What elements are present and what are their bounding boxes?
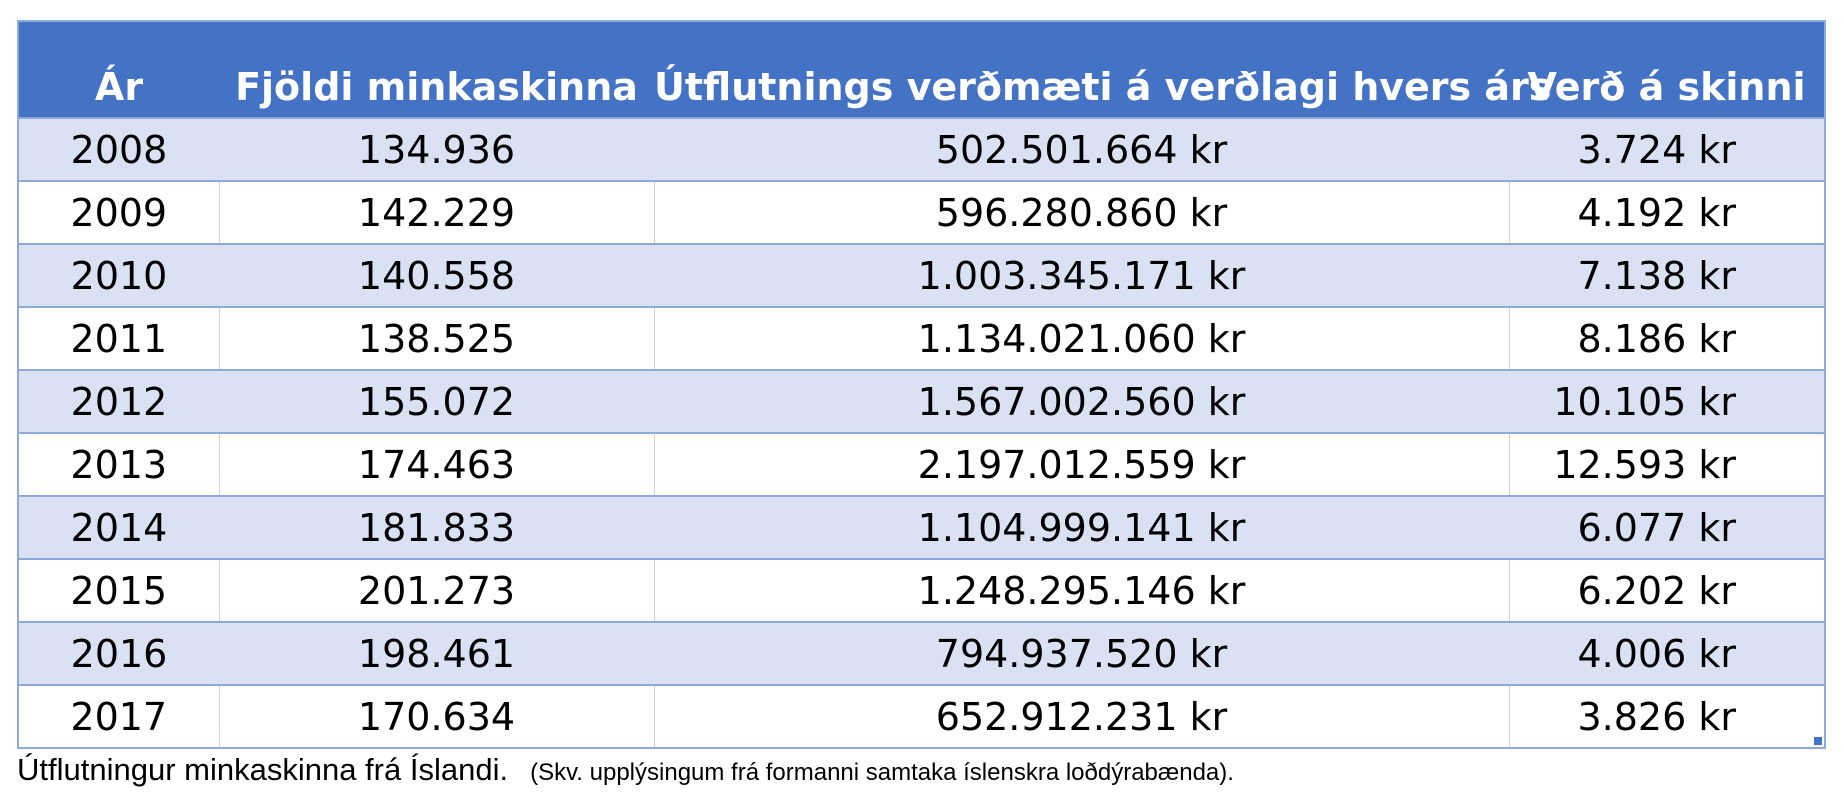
cell-export-value: 1.248.295.146 kr <box>653 559 1509 623</box>
cell-count: 170.634 <box>218 685 654 747</box>
caption-title: Útflutningur minkaskinna frá Íslandi. <box>17 752 509 787</box>
table-row: 2013 174.463 2.197.012.559 kr 12.593 kr <box>19 433 1824 497</box>
cell-export-value: 794.937.520 kr <box>654 622 1509 686</box>
cell-export-value: 1.003.345.171 kr <box>654 244 1509 308</box>
cell-count: 138.525 <box>218 307 654 371</box>
table-row: 2008 134.936 502.501.664 kr 3.724 kr <box>19 118 1824 182</box>
cell-export-value: 502.501.664 kr <box>654 118 1509 182</box>
caption: Útflutningur minkaskinna frá Íslandi. (Sk… <box>17 752 1234 788</box>
cell-year: 2017 <box>19 685 219 747</box>
header-year: Ár <box>19 22 219 119</box>
cell-year: 2016 <box>19 622 219 686</box>
cell-price: 7.138 kr <box>1509 244 1824 308</box>
cell-price: 3.826 kr <box>1508 685 1824 747</box>
cell-count: 181.833 <box>219 496 654 560</box>
table-body: 2008 134.936 502.501.664 kr 3.724 kr 2009 142… <box>19 118 1824 747</box>
data-table-container: Ár Fjöldi minkaskinna Útflutnings verðmæ… <box>17 20 1826 749</box>
table-row: 2014 181.833 1.104.999.141 kr 6.077 kr <box>19 496 1824 560</box>
cell-count: 198.461 <box>219 622 654 686</box>
cell-year: 2008 <box>19 118 219 182</box>
cell-count: 155.072 <box>219 370 654 434</box>
cell-count: 201.273 <box>218 559 654 623</box>
cell-count: 134.936 <box>219 118 654 182</box>
cell-year: 2015 <box>19 559 219 623</box>
table-header: Ár Fjöldi minkaskinna Útflutnings verðmæ… <box>19 22 1824 119</box>
header-price: Verð á skinni <box>1509 22 1824 119</box>
mink-export-table: Ár Fjöldi minkaskinna Útflutnings verðmæ… <box>19 22 1824 747</box>
cell-export-value: 596.280.860 kr <box>653 181 1509 245</box>
cell-year: 2011 <box>19 307 219 371</box>
table-row: 2016 198.461 794.937.520 kr 4.006 kr <box>19 622 1824 686</box>
cell-export-value: 1.134.021.060 kr <box>653 307 1509 371</box>
header-row: Ár Fjöldi minkaskinna Útflutnings verðmæ… <box>19 22 1824 119</box>
cell-count: 142.229 <box>218 181 654 245</box>
cell-price: 3.724 kr <box>1509 118 1824 182</box>
table-row: 2011 138.525 1.134.021.060 kr 8.186 kr <box>19 307 1824 371</box>
header-count: Fjöldi minkaskinna <box>219 22 654 119</box>
table-row: 2015 201.273 1.248.295.146 kr 6.202 kr <box>19 559 1824 623</box>
cell-price: 6.077 kr <box>1509 496 1824 560</box>
table-row: 2009 142.229 596.280.860 kr 4.192 kr <box>19 181 1824 245</box>
cell-price: 8.186 kr <box>1508 307 1824 371</box>
caption-source: (Skv. upplýsingum frá formanni samtaka í… <box>530 759 1234 786</box>
cell-price: 4.006 kr <box>1509 622 1824 686</box>
cell-count: 174.463 <box>218 433 654 497</box>
cell-price: 6.202 kr <box>1508 559 1824 623</box>
cell-year: 2013 <box>19 433 219 497</box>
cell-year: 2010 <box>19 244 219 308</box>
cell-price: 12.593 kr <box>1508 433 1824 497</box>
cell-year: 2012 <box>19 370 219 434</box>
table-row: 2010 140.558 1.003.345.171 kr 7.138 kr <box>19 244 1824 308</box>
cell-export-value: 1.104.999.141 kr <box>654 496 1509 560</box>
cell-export-value: 1.567.002.560 kr <box>654 370 1509 434</box>
cell-year: 2014 <box>19 496 219 560</box>
cell-export-value: 652.912.231 kr <box>653 685 1509 747</box>
table-row: 2017 170.634 652.912.231 kr 3.826 kr <box>19 685 1824 747</box>
header-export-value: Útflutnings verðmæti á verðlagi hvers ár… <box>654 22 1551 119</box>
cell-year: 2009 <box>19 181 219 245</box>
cell-count: 140.558 <box>219 244 654 308</box>
cell-price: 10.105 kr <box>1509 370 1824 434</box>
cell-export-value: 2.197.012.559 kr <box>653 433 1509 497</box>
table-row: 2012 155.072 1.567.002.560 kr 10.105 kr <box>19 370 1824 434</box>
cell-price: 4.192 kr <box>1508 181 1824 245</box>
resize-handle-icon <box>1814 737 1822 745</box>
